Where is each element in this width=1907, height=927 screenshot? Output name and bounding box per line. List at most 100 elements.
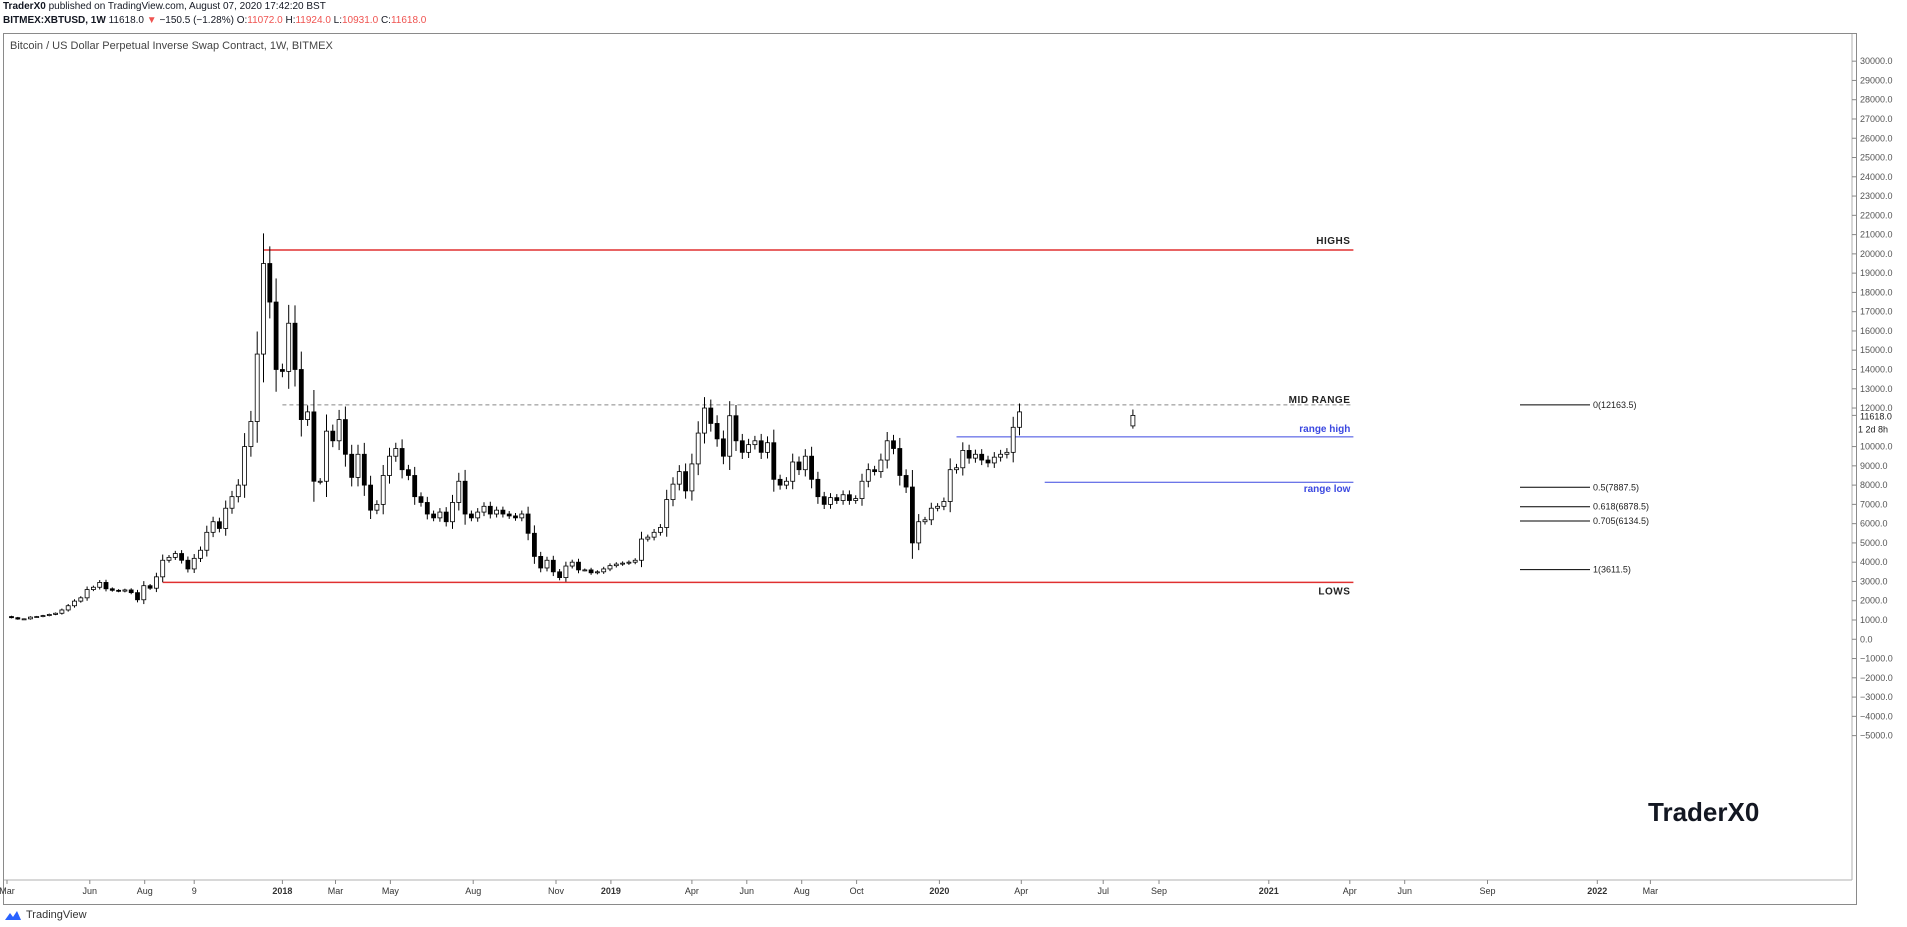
y-tick-label: −5000.0 [1860, 731, 1893, 741]
candle-body [834, 497, 840, 501]
open-label: O: [236, 15, 248, 26]
x-tick-label: Mar [328, 886, 344, 896]
candle-body [739, 440, 745, 453]
x-tick-label: Jun [740, 886, 755, 896]
candle-body [802, 455, 808, 471]
candle-body [487, 505, 493, 515]
candle-body [242, 446, 248, 486]
candle-body [771, 442, 777, 480]
candle-body [714, 423, 720, 440]
candle-body [349, 453, 355, 478]
x-tick-label: 2020 [929, 886, 949, 896]
close-label: C: [380, 15, 391, 26]
y-tick-label: 25000.0 [1860, 153, 1893, 163]
candle-body [721, 438, 726, 457]
candle-body [46, 614, 52, 616]
candle-body [135, 592, 140, 601]
publisher-author[interactable]: TraderX0 [3, 1, 46, 12]
candle-body [72, 600, 77, 607]
candle-body [336, 419, 342, 442]
candle-body [109, 588, 115, 591]
x-tick-label: Aug [465, 886, 481, 896]
y-tick-label: −3000.0 [1860, 692, 1893, 702]
candle-body [916, 521, 922, 544]
candle-body [702, 407, 707, 434]
y-tick-label: 23000.0 [1860, 191, 1893, 201]
candle-body [393, 448, 399, 457]
x-tick-label: 2021 [1259, 886, 1279, 896]
down-arrow-icon: ▼ [146, 15, 157, 26]
candle-body [342, 419, 348, 455]
candle-body [538, 556, 544, 569]
author-watermark: TraderX0 [1648, 797, 1760, 827]
candle-body [941, 501, 947, 507]
symbol-name: BITMEX:XBTUSD, 1W [3, 15, 106, 26]
high-label: H: [285, 15, 296, 26]
y-tick-label: 18000.0 [1860, 287, 1893, 297]
candle-body [418, 496, 424, 503]
candle-body [374, 503, 380, 511]
y-tick-label: 3000.0 [1860, 576, 1888, 586]
candle-body [922, 519, 928, 523]
candle-body [15, 617, 21, 620]
candle-body [828, 497, 833, 505]
publisher-line: TraderX0 published on TradingView.com, A… [3, 1, 326, 12]
candle-body [670, 483, 676, 500]
y-tick-label: 16000.0 [1860, 326, 1893, 336]
candle-body [462, 480, 468, 515]
candle-body [443, 511, 449, 523]
x-tick-label: Mar [1643, 886, 1659, 896]
candle-body [847, 494, 852, 501]
y-tick-label: 13000.0 [1860, 384, 1893, 394]
candle-body [821, 496, 827, 505]
range-high-label: range high [1299, 424, 1350, 435]
candle-body [229, 496, 235, 509]
candle-body [412, 475, 418, 498]
candle-body [405, 469, 411, 476]
candle-body [147, 585, 153, 589]
chart-frame[interactable] [3, 33, 1857, 905]
x-tick-label: Jun [1397, 886, 1412, 896]
candle-body [40, 615, 46, 617]
candle-body [235, 484, 241, 498]
y-tick-label: 0.0 [1860, 634, 1873, 644]
footer-brand-label: TradingView [26, 909, 87, 921]
candle-body [494, 509, 500, 515]
y-tick-label: −2000.0 [1860, 673, 1893, 683]
candle-body [1017, 411, 1022, 428]
candle-body [746, 444, 751, 453]
y-tick-label: 17000.0 [1860, 307, 1893, 317]
y-tick-label: −1000.0 [1860, 654, 1893, 664]
candle-body [481, 505, 487, 513]
candle-body [248, 421, 254, 447]
candle-body [676, 471, 682, 485]
y-tick-label: 24000.0 [1860, 172, 1893, 182]
highs-label: HIGHS [1316, 236, 1350, 247]
y-tick-label: −4000.0 [1860, 711, 1893, 721]
candle-body [758, 440, 764, 453]
candle-body [437, 511, 443, 519]
candle-body [286, 322, 292, 372]
candle-body [204, 531, 210, 551]
candle-body [122, 589, 128, 592]
candle-body [865, 469, 871, 482]
footer-brand[interactable]: TradingView [4, 909, 87, 921]
candle-body [973, 453, 978, 459]
candle-body [305, 411, 311, 420]
candle-body [311, 411, 317, 482]
candle-body [1004, 451, 1010, 455]
candle-body [979, 453, 985, 461]
candle-body [279, 369, 285, 372]
candle-body [292, 322, 298, 370]
candle-body [626, 561, 632, 564]
low-value: 10931.0 [342, 15, 379, 26]
candle-body [330, 430, 336, 442]
candle-body [198, 549, 203, 559]
candle-body [903, 475, 909, 488]
candle-body [78, 597, 84, 602]
candle-body [853, 498, 859, 501]
candle-body [116, 589, 121, 592]
candle-body [884, 440, 890, 461]
x-tick-label: Sep [1151, 886, 1167, 896]
